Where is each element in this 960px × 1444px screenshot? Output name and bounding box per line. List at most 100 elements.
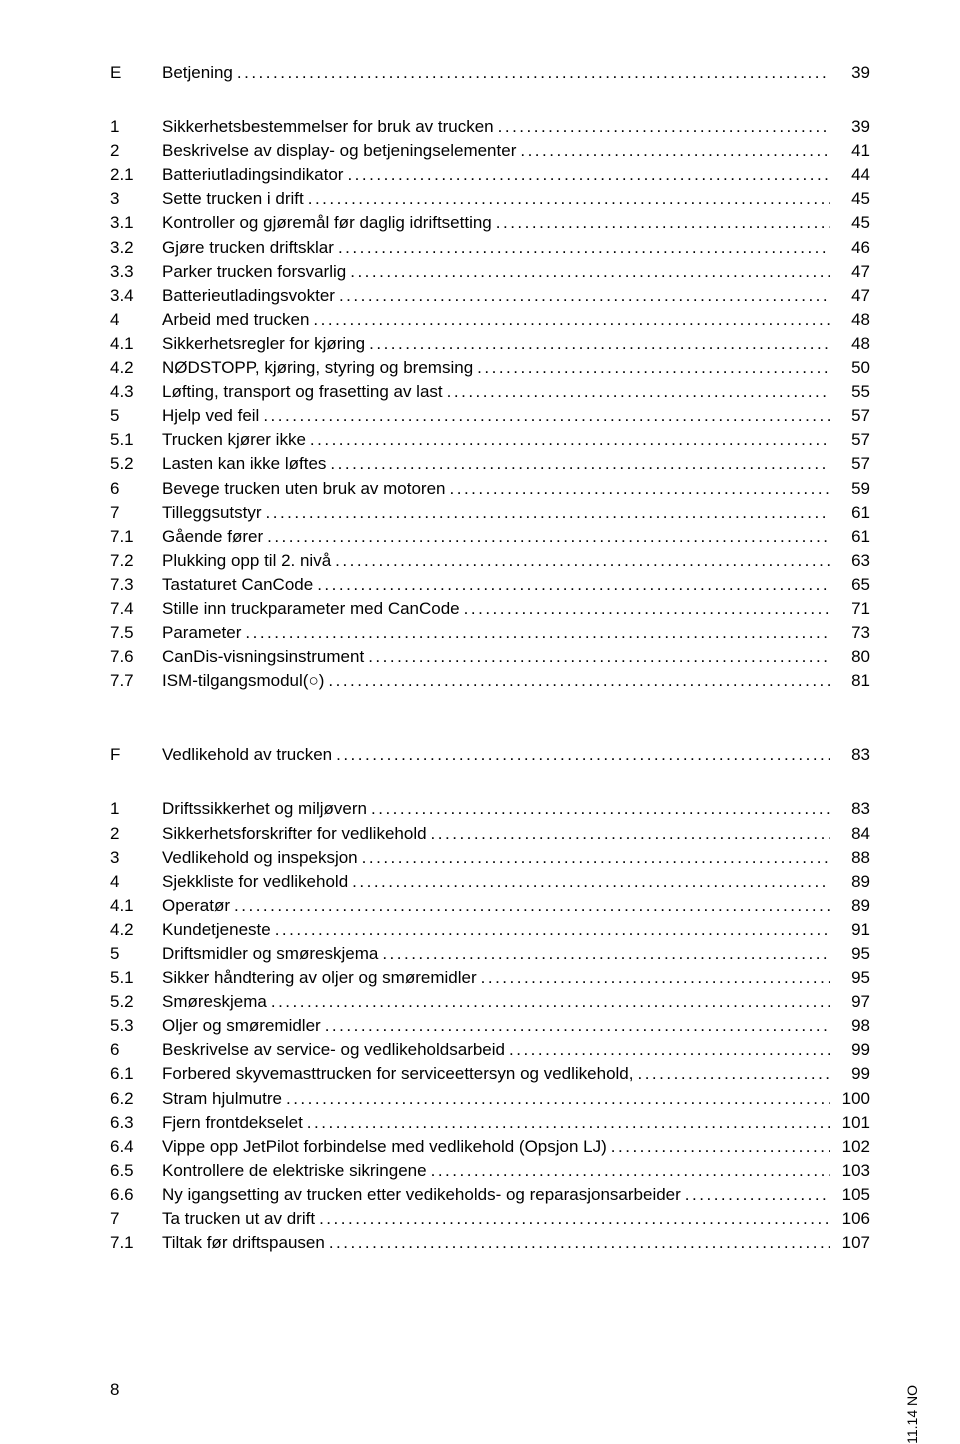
- toc-entry-row: 5.3Oljer og smøremidler.................…: [110, 1015, 870, 1037]
- toc-leader: ........................................…: [681, 1184, 830, 1206]
- toc-entry-title: Gående fører: [162, 526, 263, 548]
- toc-entry-title: Ny igangsetting av trucken etter vedikeh…: [162, 1184, 681, 1206]
- toc-entry-row: 6Bevege trucken uten bruk av motoren....…: [110, 478, 870, 500]
- toc-entry-title: Lasten kan ikke løftes: [162, 453, 326, 475]
- toc-entry-page: 105: [830, 1184, 870, 1206]
- toc-entry-page: 57: [830, 405, 870, 427]
- toc-entry-title: ISM-tilgangsmodul(○): [162, 670, 324, 692]
- toc-entry-page: 46: [830, 237, 870, 259]
- toc-entry-number: 4.2: [110, 919, 162, 941]
- toc-entry-row: 4Arbeid med trucken.....................…: [110, 309, 870, 331]
- toc-entry-number: 4: [110, 309, 162, 331]
- toc-entry-row: 7.1Gående fører.........................…: [110, 526, 870, 548]
- toc-entry-title: Kundetjeneste: [162, 919, 271, 941]
- toc-leader: ........................................…: [271, 919, 830, 941]
- toc-leader: ........................................…: [313, 574, 830, 596]
- toc-entry-number: 7.2: [110, 550, 162, 572]
- toc-entry-number: 7.4: [110, 598, 162, 620]
- toc-entry-number: 7.1: [110, 1232, 162, 1254]
- toc-entry-number: 5.1: [110, 429, 162, 451]
- toc-leader: ........................................…: [259, 405, 830, 427]
- toc-chapter-letter: E: [110, 62, 162, 84]
- toc-entry-number: 7: [110, 1208, 162, 1230]
- toc-entry-title: Sikkerhetsbestemmelser for bruk av truck…: [162, 116, 494, 138]
- toc-entry-title: NØDSTOPP, kjøring, styring og bremsing: [162, 357, 473, 379]
- toc-entry-number: 6.5: [110, 1160, 162, 1182]
- toc-entry-row: 5Driftsmidler og smøreskjema............…: [110, 943, 870, 965]
- toc-entry-page: 84: [830, 823, 870, 845]
- toc-leader: ........................................…: [473, 357, 830, 379]
- toc-leader: ........................................…: [241, 622, 830, 644]
- toc-entry-title: Batteriutladingsindikator: [162, 164, 343, 186]
- toc-leader: ........................................…: [607, 1136, 830, 1158]
- toc-leader: ........................................…: [343, 164, 830, 186]
- toc-entry-page: 44: [830, 164, 870, 186]
- toc-leader: ........................................…: [358, 847, 830, 869]
- toc-entry-row: 7.5Parameter............................…: [110, 622, 870, 644]
- toc-entry-page: 45: [830, 188, 870, 210]
- toc-entry-title: Arbeid med trucken: [162, 309, 309, 331]
- toc-entry-page: 63: [830, 550, 870, 572]
- toc-entry-number: 7: [110, 502, 162, 524]
- toc-entry-number: 5.2: [110, 453, 162, 475]
- toc-entry-page: 103: [830, 1160, 870, 1182]
- toc-entry-page: 65: [830, 574, 870, 596]
- toc-entry-row: 3.4Batterieutladingsvokter..............…: [110, 285, 870, 307]
- toc-entry-number: 4.3: [110, 381, 162, 403]
- toc-entry-page: 47: [830, 285, 870, 307]
- toc-entry-page: 48: [830, 333, 870, 355]
- toc-leader: ........................................…: [492, 212, 830, 234]
- toc-entry-row: 7.2Plukking opp til 2. nivå.............…: [110, 550, 870, 572]
- table-of-contents: EBetjening..............................…: [110, 62, 870, 1254]
- toc-chapter-page: 39: [830, 62, 870, 84]
- toc-entry-page: 88: [830, 847, 870, 869]
- toc-leader: ........................................…: [267, 991, 830, 1013]
- toc-entry-row: 1Driftssikkerhet og miljøvern...........…: [110, 798, 870, 820]
- toc-entry-number: 5: [110, 943, 162, 965]
- toc-leader: ........................................…: [263, 526, 830, 548]
- toc-entry-row: 2Beskrivelse av display- og betjeningsel…: [110, 140, 870, 162]
- toc-entry-title: Fjern frontdekselet: [162, 1112, 303, 1134]
- toc-leader: ........................................…: [304, 188, 830, 210]
- toc-leader: ........................................…: [324, 670, 830, 692]
- toc-entry-row: 5.2Lasten kan ikke løftes...............…: [110, 453, 870, 475]
- toc-leader: ........................................…: [367, 798, 830, 820]
- toc-entry-page: 95: [830, 967, 870, 989]
- toc-entry-row: 3.1Kontroller og gjøremål før daglig idr…: [110, 212, 870, 234]
- toc-leader: ........................................…: [427, 1160, 830, 1182]
- toc-entry-page: 106: [830, 1208, 870, 1230]
- toc-chapter-page: 83: [830, 744, 870, 766]
- toc-entry-row: 1Sikkerhetsbestemmelser for bruk av truc…: [110, 116, 870, 138]
- toc-entry-page: 107: [830, 1232, 870, 1254]
- toc-entry-number: 3: [110, 847, 162, 869]
- toc-entry-number: 5.1: [110, 967, 162, 989]
- toc-entry-page: 48: [830, 309, 870, 331]
- toc-chapter-row: EBetjening..............................…: [110, 62, 870, 84]
- toc-entry-page: 45: [830, 212, 870, 234]
- toc-entry-row: 7Ta trucken ut av drift.................…: [110, 1208, 870, 1230]
- toc-entry-number: 5.3: [110, 1015, 162, 1037]
- toc-entry-row: 4.2Kundetjeneste........................…: [110, 919, 870, 941]
- toc-entry-page: 102: [830, 1136, 870, 1158]
- toc-entry-page: 81: [830, 670, 870, 692]
- toc-leader: ........................................…: [460, 598, 830, 620]
- toc-entry-number: 3: [110, 188, 162, 210]
- toc-leader: ........................................…: [332, 744, 830, 766]
- toc-entry-page: 100: [830, 1088, 870, 1110]
- toc-entry-row: 4.1Sikkerhetsregler for kjøring.........…: [110, 333, 870, 355]
- toc-leader: ........................................…: [477, 967, 830, 989]
- toc-chapter-row: FVedlikehold av trucken.................…: [110, 744, 870, 766]
- toc-leader: ........................................…: [303, 1112, 830, 1134]
- toc-entry-page: 101: [830, 1112, 870, 1134]
- toc-entry-title: Gjøre trucken driftsklar: [162, 237, 334, 259]
- toc-entry-title: Batterieutladingsvokter: [162, 285, 335, 307]
- toc-leader: ........................................…: [348, 871, 830, 893]
- toc-entry-number: 7.6: [110, 646, 162, 668]
- toc-leader: ........................................…: [505, 1039, 830, 1061]
- toc-entry-number: 6.6: [110, 1184, 162, 1206]
- toc-entry-page: 83: [830, 798, 870, 820]
- toc-entry-number: 3.2: [110, 237, 162, 259]
- toc-entry-number: 4.1: [110, 895, 162, 917]
- toc-entry-row: 3Vedlikehold og inspeksjon..............…: [110, 847, 870, 869]
- toc-entry-number: 1: [110, 798, 162, 820]
